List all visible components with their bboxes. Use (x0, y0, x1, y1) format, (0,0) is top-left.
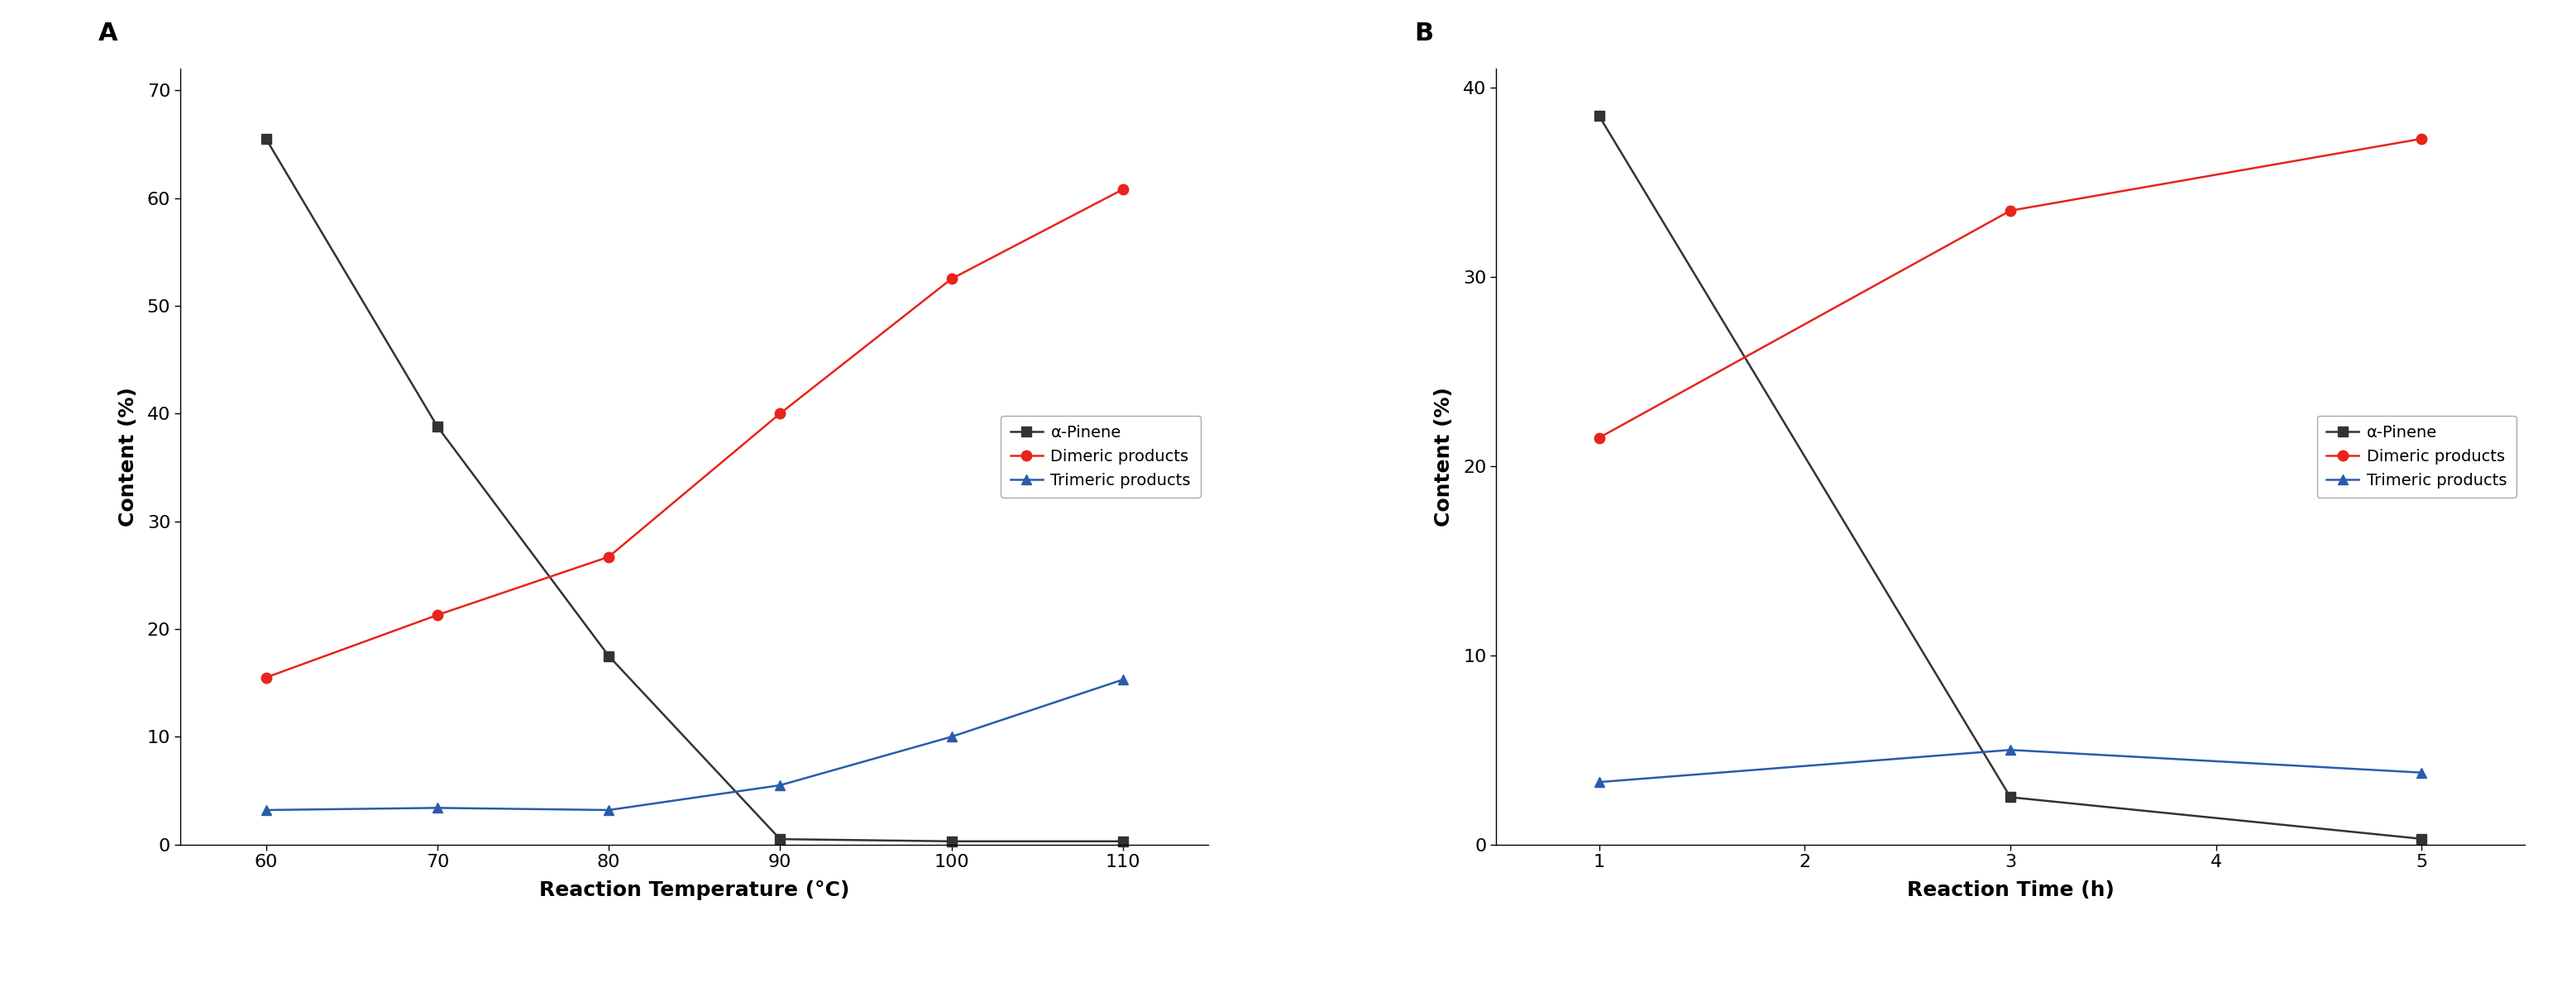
Trimeric products (2406, 767, 2437, 779)
Y-axis label: Content (%): Content (%) (118, 387, 137, 526)
Line: Trimeric products: Trimeric products (260, 675, 1128, 815)
Dimeric products (765, 408, 796, 419)
Y-axis label: Content (%): Content (%) (1435, 387, 1453, 526)
Line: α-Pinene: α-Pinene (1595, 111, 2427, 844)
Dimeric products (1584, 432, 1615, 444)
Trimeric products (1584, 776, 1615, 788)
Line: Dimeric products: Dimeric products (1595, 134, 2427, 443)
α-Pinene (592, 650, 623, 662)
Dimeric products (1994, 205, 2025, 217)
Trimeric products (592, 804, 623, 816)
Line: Dimeric products: Dimeric products (260, 185, 1128, 682)
Trimeric products (935, 731, 966, 742)
Dimeric products (935, 273, 966, 285)
Trimeric products (765, 780, 796, 791)
Dimeric products (2406, 133, 2437, 144)
X-axis label: Reaction Time (h): Reaction Time (h) (1906, 880, 2115, 900)
α-Pinene (250, 133, 281, 144)
Line: Trimeric products: Trimeric products (1595, 744, 2427, 788)
Dimeric products (1108, 184, 1139, 195)
Dimeric products (592, 551, 623, 563)
Trimeric products (250, 804, 281, 816)
α-Pinene (1584, 110, 1615, 122)
Dimeric products (422, 609, 453, 621)
X-axis label: Reaction Temperature (°C): Reaction Temperature (°C) (538, 880, 850, 900)
Trimeric products (422, 802, 453, 814)
Trimeric products (1108, 674, 1139, 685)
Dimeric products (250, 672, 281, 683)
Legend: α-Pinene, Dimeric products, Trimeric products: α-Pinene, Dimeric products, Trimeric pro… (999, 415, 1200, 498)
Trimeric products (1994, 744, 2025, 756)
α-Pinene (2406, 833, 2437, 845)
Text: A: A (98, 22, 118, 45)
α-Pinene (935, 836, 966, 847)
Line: α-Pinene: α-Pinene (260, 134, 1128, 846)
Legend: α-Pinene, Dimeric products, Trimeric products: α-Pinene, Dimeric products, Trimeric pro… (2316, 415, 2517, 498)
Text: B: B (1414, 22, 1432, 45)
α-Pinene (422, 420, 453, 432)
α-Pinene (1994, 791, 2025, 803)
α-Pinene (765, 834, 796, 846)
α-Pinene (1108, 836, 1139, 847)
